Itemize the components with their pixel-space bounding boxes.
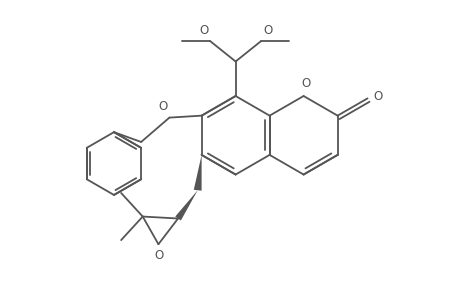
Polygon shape: [175, 190, 197, 220]
Text: O: O: [300, 76, 309, 90]
Text: O: O: [198, 24, 207, 37]
Text: O: O: [154, 249, 164, 262]
Text: O: O: [373, 90, 382, 103]
Text: O: O: [158, 100, 167, 113]
Polygon shape: [193, 155, 201, 191]
Text: O: O: [263, 24, 272, 37]
